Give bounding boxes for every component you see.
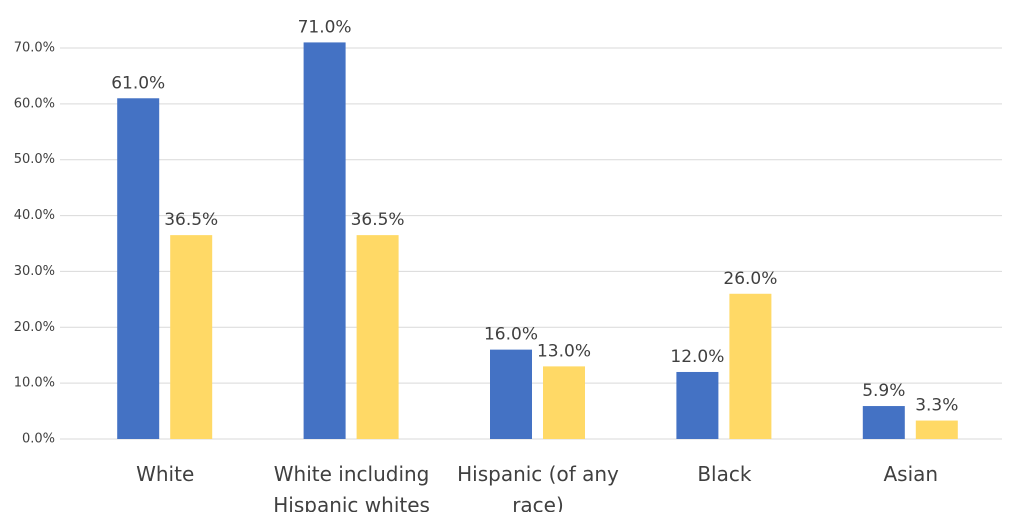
x-tick-label: White: [136, 462, 194, 486]
x-tick-label-line: Hispanic whites: [273, 493, 430, 512]
x-tick-label: Hispanic (of any race): [457, 462, 619, 512]
y-tick-label: 30.0%: [14, 264, 55, 279]
x-tick-label: Asian: [884, 462, 939, 486]
bar: [117, 98, 160, 440]
x-tick-label-line: Hispanic (of any: [457, 462, 619, 486]
value-label: 12.0%: [670, 347, 724, 367]
y-tick-label: 20.0%: [14, 320, 55, 335]
value-label: 61.0%: [111, 73, 165, 93]
x-tick-label-line: White including: [274, 462, 430, 486]
y-tick-label: 50.0%: [14, 152, 55, 167]
x-tick-label: White including Hispanic whites: [273, 462, 430, 512]
y-tick-label: 60.0%: [14, 96, 55, 111]
bar: [915, 420, 958, 439]
x-tick-label-line: race): [512, 493, 564, 512]
x-tick-label-line: White: [136, 462, 194, 486]
value-label: 16.0%: [484, 325, 538, 345]
value-label: 36.5%: [164, 210, 218, 230]
value-label: 26.0%: [723, 269, 777, 289]
x-tick-label-line: Black: [697, 462, 752, 486]
bar: [356, 235, 399, 439]
value-label: 36.5%: [351, 210, 405, 230]
bar: [543, 366, 585, 439]
value-label: 13.0%: [537, 341, 591, 361]
bar: [170, 235, 213, 439]
y-tick-label: 70.0%: [14, 41, 55, 56]
value-label: 71.0%: [298, 17, 352, 37]
y-tick-label: 0.0%: [22, 432, 55, 447]
bar: [490, 349, 532, 439]
x-tick-label: Black: [697, 462, 752, 486]
bar: [862, 406, 905, 439]
bar: [676, 371, 719, 439]
y-tick-label: 40.0%: [14, 208, 55, 223]
value-label: 5.9%: [862, 381, 905, 401]
x-tick-label-line: Asian: [884, 462, 939, 486]
y-tick-label: 10.0%: [14, 376, 55, 391]
bar: [729, 293, 772, 439]
bar: [303, 42, 346, 440]
value-label: 3.3%: [915, 396, 958, 416]
